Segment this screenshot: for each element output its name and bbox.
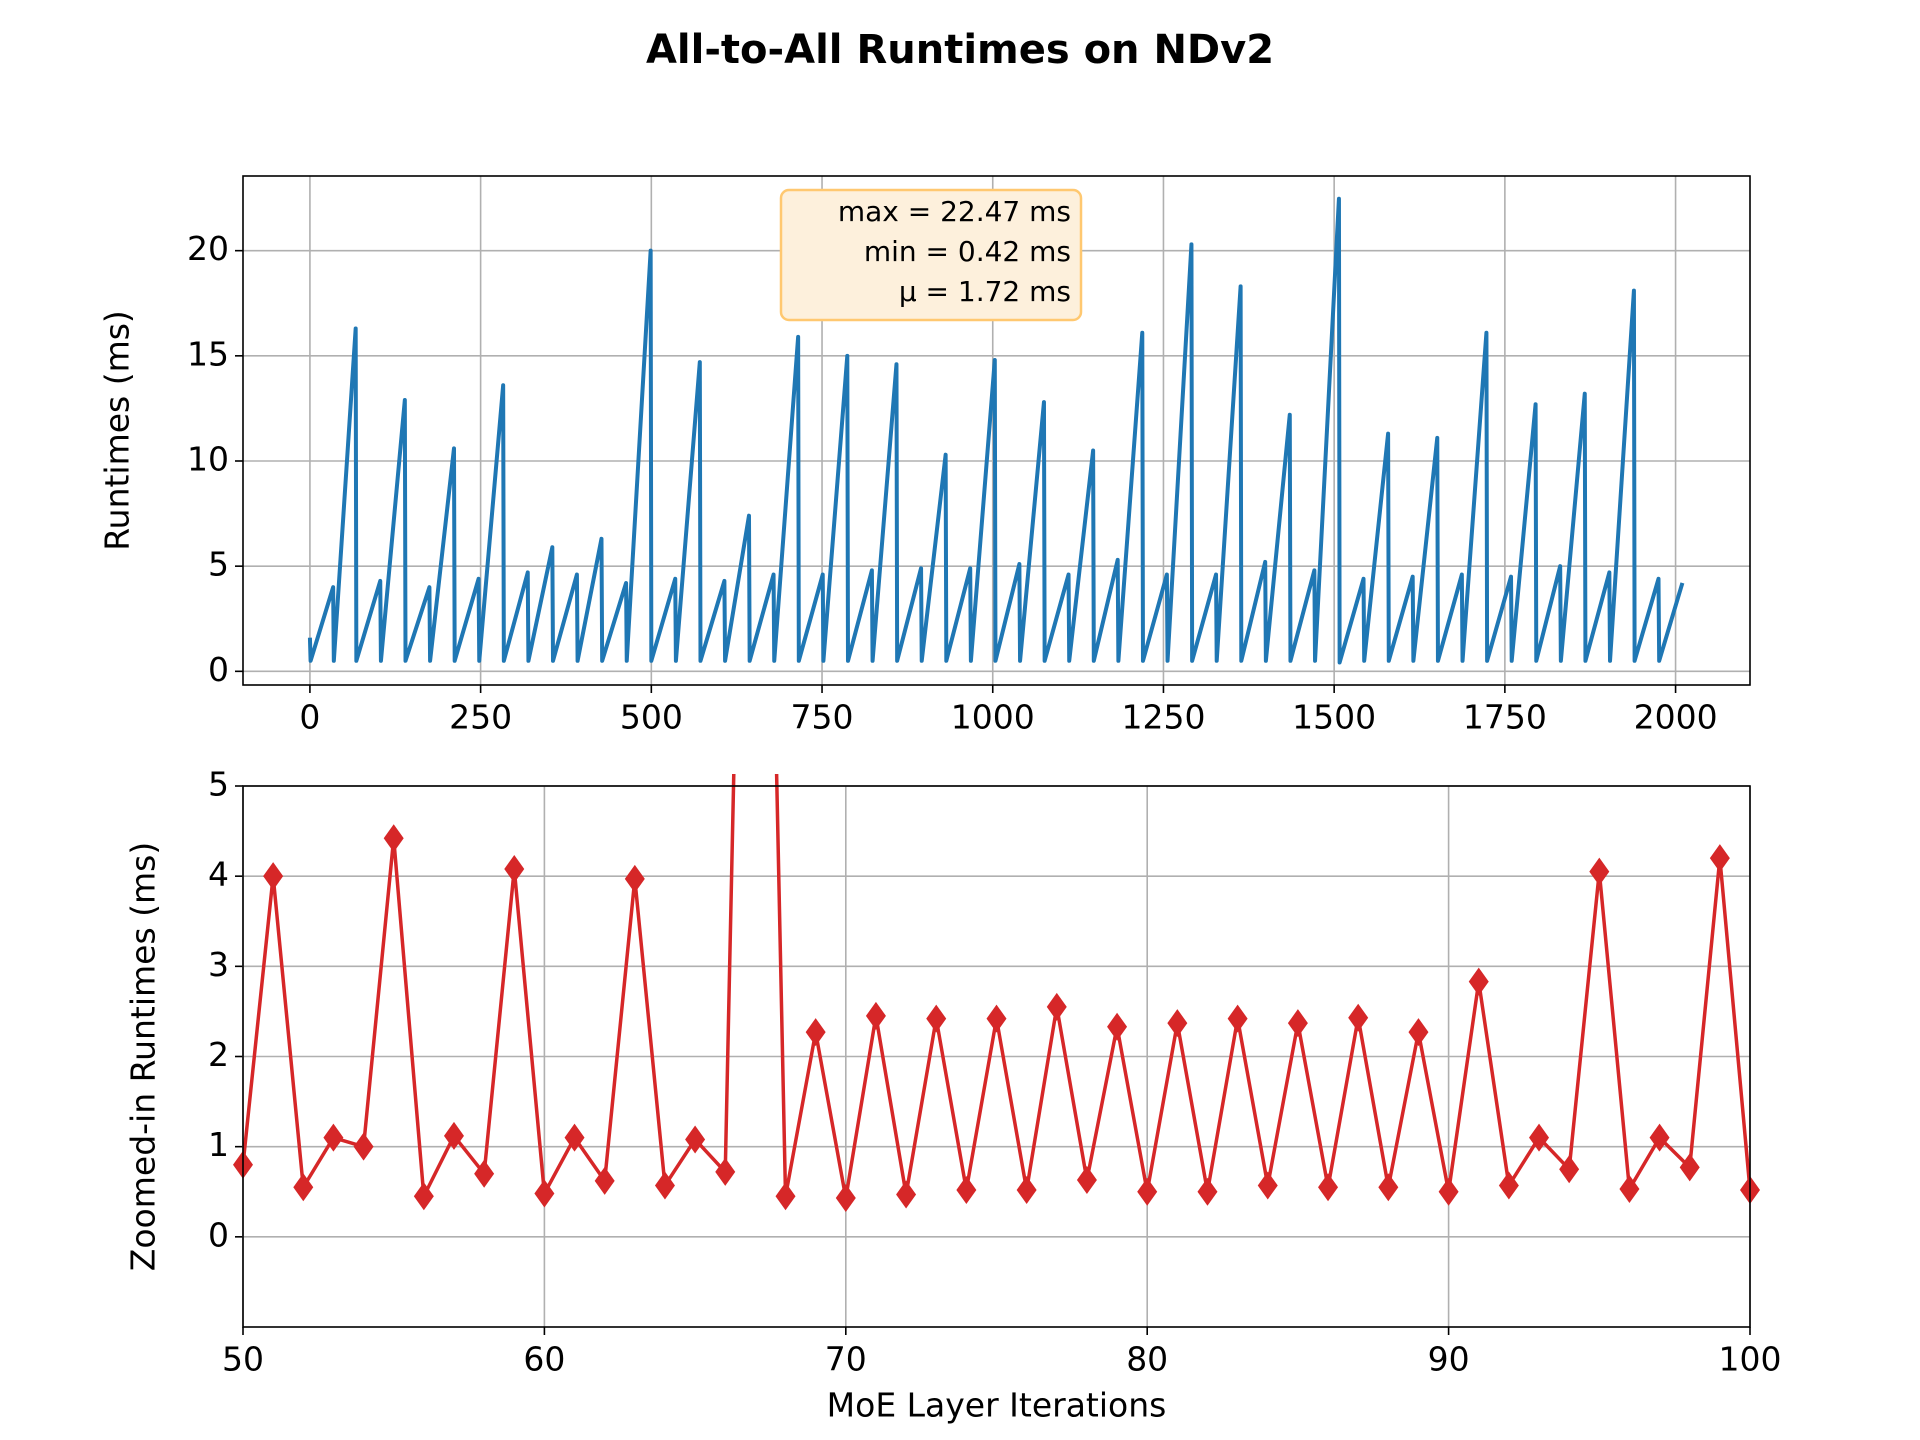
marker [685,1125,706,1154]
plot-area [307,196,1685,665]
series-line [307,196,1685,665]
x-tick-label: 0 [299,698,320,737]
marker [594,1166,615,1195]
marker [474,1159,495,1188]
x-tick-label: 50 [222,1340,264,1379]
marker [624,864,645,893]
x-tick-label: 60 [523,1340,565,1379]
marker [1348,1003,1369,1032]
marker [1137,1177,1158,1206]
x-tick-label: 500 [620,698,683,737]
marker [443,1121,464,1150]
x-tick-label: 250 [449,698,512,737]
marker [504,854,525,883]
marker [263,862,284,891]
axes-frame [242,175,1751,686]
marker [1679,1153,1700,1182]
annotation-box [779,188,1083,322]
marker [1498,1171,1519,1200]
marker [835,1184,856,1213]
marker [1559,1155,1580,1184]
y-tick-label: 4 [208,855,229,894]
marker [1046,992,1067,1021]
x-tick-label: 70 [825,1340,867,1379]
marker [1107,1012,1128,1041]
y-tick-label: 15 [187,334,229,373]
marker [534,1179,555,1208]
y-tick-label: 20 [187,229,229,268]
marker [1287,1009,1308,1038]
x-tick-label: 100 [1719,1340,1782,1379]
marker [383,824,404,853]
marker [564,1123,585,1152]
marker [353,1132,374,1161]
marker [926,1004,947,1033]
plot-area [233,774,1760,1213]
marker [293,1173,314,1202]
marker [1016,1175,1037,1204]
axes-frame [242,785,1751,1328]
marker [323,1123,344,1152]
annotation: μ = 1.72 ms [899,275,1071,308]
marker [1227,1004,1248,1033]
marker [775,1182,796,1211]
marker [986,1004,1007,1033]
marker [1619,1175,1640,1204]
figure-title: All-to-All Runtimes on NDv2 [646,27,1274,73]
x-tick-label: 1750 [1463,698,1547,737]
marker [1378,1173,1399,1202]
marker [1408,1018,1429,1047]
marker [1589,857,1610,886]
annotation: min = 0.42 ms [864,235,1071,268]
marker [715,1157,736,1186]
marker [1318,1173,1339,1202]
marker [1167,1009,1188,1038]
x-axis-label: MoE Layer Iterations [827,1386,1167,1425]
x-tick-label: 1000 [951,698,1035,737]
marker [956,1175,977,1204]
y-axis-label: Zoomed-in Runtimes (ms) [124,842,163,1271]
marker [1529,1123,1550,1152]
marker [1468,967,1489,996]
y-tick-label: 5 [208,545,229,584]
marker [805,1018,826,1047]
y-tick-label: 5 [208,765,229,804]
x-tick-label: 80 [1126,1340,1168,1379]
y-axis-label: Runtimes (ms) [98,310,137,551]
y-tick-label: 3 [208,945,229,984]
x-tick-label: 1250 [1121,698,1205,737]
marker [1709,844,1730,873]
y-tick-label: 1 [208,1125,229,1164]
annotation: max = 22.47 ms [838,195,1071,228]
marker [413,1182,434,1211]
y-tick-label: 0 [208,1215,229,1254]
marker [654,1171,675,1200]
marker [865,1001,886,1030]
marker [1076,1166,1097,1195]
marker [896,1180,917,1209]
marker [1649,1123,1670,1152]
x-tick-label: 2000 [1634,698,1718,737]
marker [1438,1177,1459,1206]
y-tick-label: 10 [187,439,229,478]
marker [1257,1171,1278,1200]
x-tick-label: 750 [791,698,854,737]
x-tick-label: 90 [1428,1340,1470,1379]
marker [1197,1177,1218,1206]
x-tick-label: 1500 [1292,698,1376,737]
y-tick-label: 0 [208,650,229,689]
y-tick-label: 2 [208,1035,229,1074]
